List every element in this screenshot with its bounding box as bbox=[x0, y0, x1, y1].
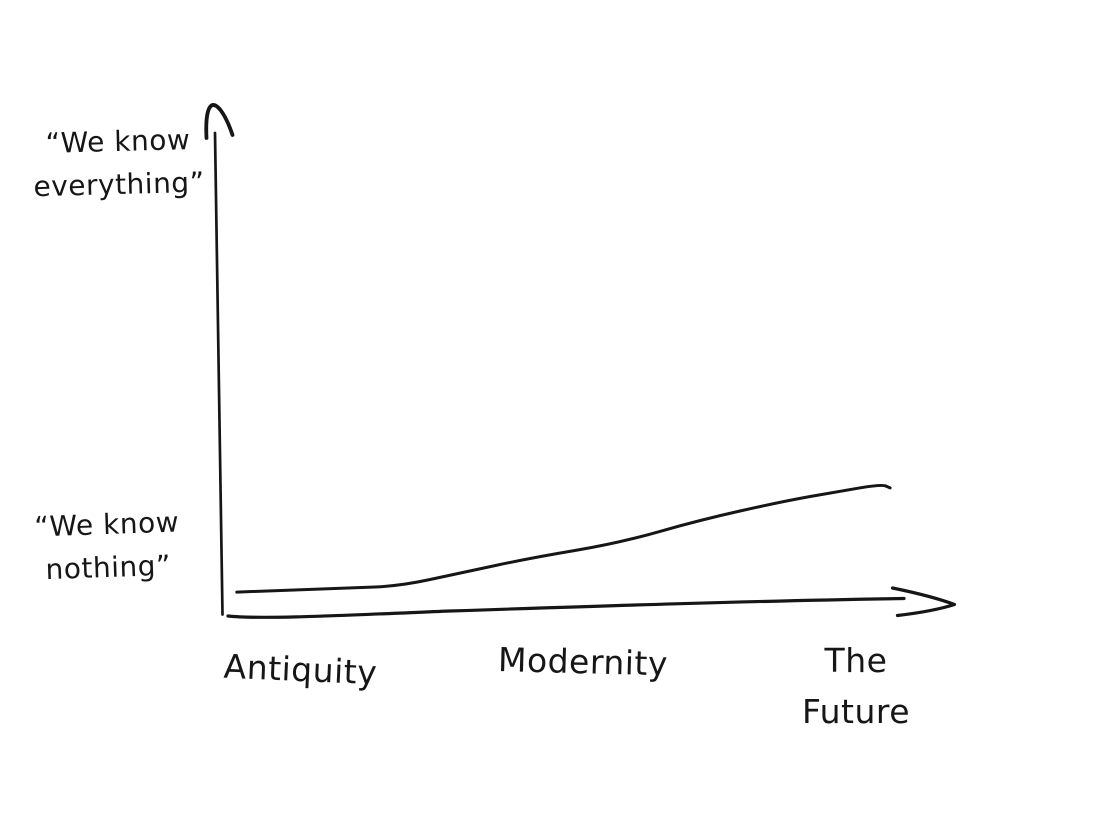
x-axis-line bbox=[226, 596, 906, 619]
y-axis-line bbox=[213, 131, 224, 616]
y-axis-label-top: “We know everything” bbox=[33, 123, 206, 204]
y-axis-label-bottom: “We know nothing” bbox=[33, 505, 180, 587]
x-tick-label-antiquity: Antiquity bbox=[222, 646, 379, 693]
y-axis-arrowhead-icon bbox=[204, 103, 235, 140]
data-line bbox=[235, 483, 892, 594]
x-axis-arrowhead-icon bbox=[890, 586, 957, 618]
x-tick-label-the-future: The Future bbox=[801, 641, 911, 732]
x-tick-label-modernity: Modernity bbox=[497, 639, 669, 684]
